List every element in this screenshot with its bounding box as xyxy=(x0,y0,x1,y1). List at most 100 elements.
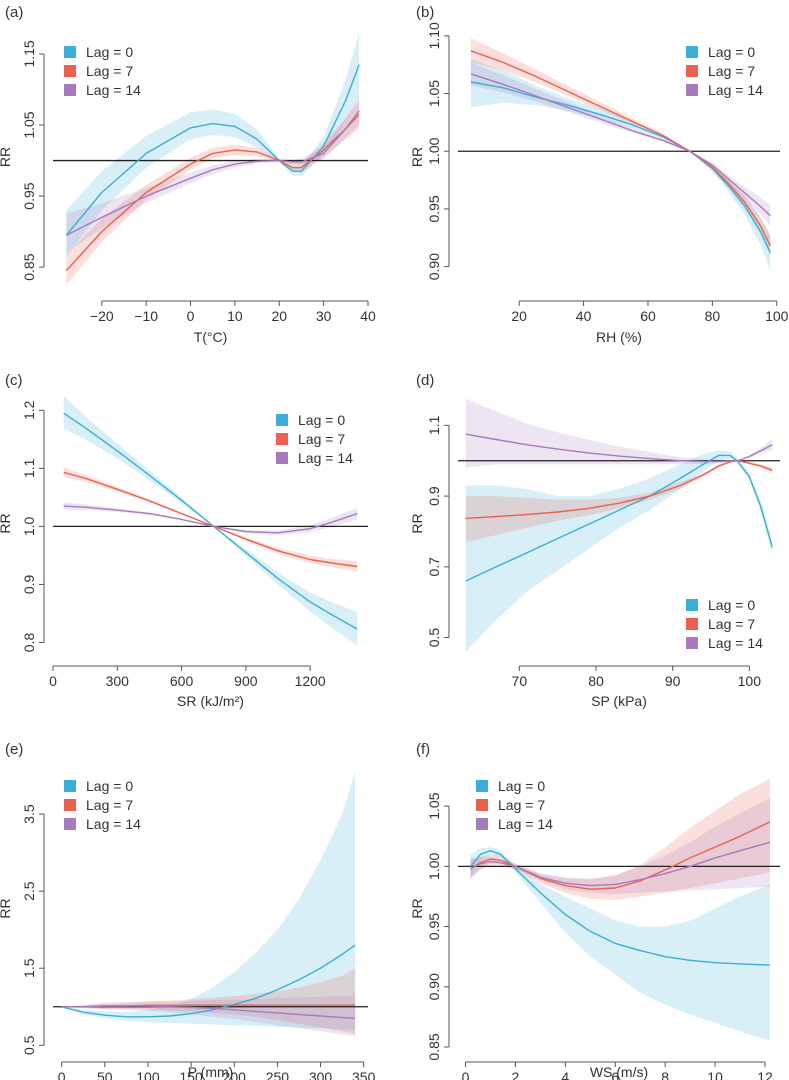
y-tick-label: 0.95 xyxy=(426,913,442,940)
legend-label: Lag = 14 xyxy=(708,635,763,651)
x-tick-label: 40 xyxy=(576,308,592,324)
ci-band-lag-0 xyxy=(465,450,773,652)
y-axis-title: RR xyxy=(409,898,425,918)
y-tick-label: 0.85 xyxy=(21,253,37,280)
y-tick-label: 0.7 xyxy=(426,557,442,577)
plot-area xyxy=(458,38,780,271)
legend-swatch xyxy=(276,433,288,445)
x-tick-label: 90 xyxy=(665,673,681,689)
legend-swatch xyxy=(686,46,698,58)
x-axis-title: T(°C) xyxy=(194,329,228,345)
series-line-lag-0 xyxy=(470,81,771,254)
series-line-lag-7 xyxy=(470,821,771,890)
y-tick-label: 1.05 xyxy=(426,792,442,819)
legend: Lag = 0 Lag = 7 Lag = 14 xyxy=(276,412,353,466)
x-axis-title: RH (%) xyxy=(596,329,642,345)
legend-label: Lag = 0 xyxy=(86,44,133,60)
x-axis-title: P (mm) xyxy=(188,1064,234,1080)
series-line-lag-7 xyxy=(63,471,358,568)
legend-swatch xyxy=(476,799,488,811)
series-line-lag-0 xyxy=(65,64,360,236)
ci-band-lag-14 xyxy=(470,62,771,227)
y-tick-label: 1.1 xyxy=(426,415,442,435)
legend: Lag = 0 Lag = 7 Lag = 14 xyxy=(686,597,763,651)
y-axis-title: RR xyxy=(409,147,425,167)
y-tick-label: 1.00 xyxy=(426,853,442,880)
legend-label: Lag = 14 xyxy=(708,82,763,98)
legend-swatch xyxy=(64,84,76,96)
legend-swatch xyxy=(686,84,698,96)
legend-label: Lag = 7 xyxy=(708,63,755,79)
ci-band-lag-7 xyxy=(465,460,773,543)
legend-swatch xyxy=(476,818,488,830)
x-tick-label: 40 xyxy=(360,308,376,324)
legend-label: Lag = 0 xyxy=(708,44,755,60)
panel-label: (d) xyxy=(416,372,434,389)
y-tick-label: 0.8 xyxy=(21,633,37,653)
x-tick-label: 0 xyxy=(49,673,57,689)
legend-label: Lag = 7 xyxy=(298,431,345,447)
legend-swatch xyxy=(686,637,698,649)
x-axis-title: SR (kJ/m²) xyxy=(177,693,244,709)
x-tick-label: 100 xyxy=(136,1069,160,1080)
panel-label: (e) xyxy=(5,741,23,758)
legend-label: Lag = 7 xyxy=(86,63,133,79)
legend: Lag = 0 Lag = 7 Lag = 14 xyxy=(64,778,141,832)
x-tick-label: 30 xyxy=(316,308,332,324)
y-tick-label: 1.05 xyxy=(21,111,37,138)
series-line-lag-14 xyxy=(470,73,771,217)
panel-label: (c) xyxy=(5,372,23,389)
x-tick-label: −10 xyxy=(134,308,158,324)
ci-band-lag-14 xyxy=(470,797,770,894)
y-tick-label: 0.5 xyxy=(426,628,442,648)
legend-swatch xyxy=(64,780,76,792)
panel-f: (f) 0.85 0.90 0.95 1.00 1.05 0 2 4 6 8 10 12 WS (m/s)… xyxy=(409,741,780,1080)
y-tick-label: 1.15 xyxy=(21,40,37,67)
series-line-lag-14 xyxy=(65,110,360,236)
legend-swatch xyxy=(476,780,488,792)
legend-label: Lag = 14 xyxy=(498,816,553,832)
panel-c: (c) 0.8 0.9 1.0 1.1 1.2 0 300 600 900 1200 SR (kJ/m… xyxy=(0,372,368,709)
x-tick-label: 0 xyxy=(58,1069,66,1080)
panel-d: (d) 0.5 0.7 0.9 1.1 70 80 90 100 SP (kPa) RR Lag = … xyxy=(409,372,780,709)
x-tick-label: 150 xyxy=(179,1069,203,1080)
legend-swatch xyxy=(686,65,698,77)
legend-label: Lag = 0 xyxy=(298,412,345,428)
ci-band-lag-0 xyxy=(470,847,770,1041)
y-tick-label: 3.5 xyxy=(21,804,37,824)
series-line-lag-14 xyxy=(465,433,773,463)
legend-label: Lag = 0 xyxy=(86,778,133,794)
ci-band-lag-7 xyxy=(61,968,356,1034)
legend: Lag = 0 Lag = 7 Lag = 14 xyxy=(64,44,141,98)
y-tick-label: 1.1 xyxy=(21,458,37,478)
plot-area xyxy=(53,32,368,285)
y-tick-label: 1.10 xyxy=(426,22,442,49)
y-tick-label: 0.95 xyxy=(426,195,442,222)
y-tick-label: 0.9 xyxy=(21,575,37,595)
x-tick-label: 900 xyxy=(234,673,258,689)
legend-label: Lag = 7 xyxy=(498,797,545,813)
series-line-lag-14 xyxy=(63,505,358,534)
plot-area xyxy=(458,778,780,1041)
series-line-lag-7 xyxy=(465,460,773,520)
plot-area xyxy=(53,395,368,646)
y-tick-label: 1.00 xyxy=(426,137,442,164)
y-tick-label: 0.85 xyxy=(426,1033,442,1060)
ci-band-lag-7 xyxy=(63,467,358,572)
series-line-lag-14 xyxy=(61,1005,356,1019)
legend-swatch xyxy=(64,799,76,811)
series-line-lag-14 xyxy=(470,841,771,887)
x-tick-label: 300 xyxy=(309,1069,333,1080)
x-tick-label: 100 xyxy=(738,673,762,689)
legend-label: Lag = 14 xyxy=(86,82,141,98)
legend-label: Lag = 14 xyxy=(298,450,353,466)
x-tick-label: 20 xyxy=(511,308,527,324)
x-tick-label: 6 xyxy=(611,1069,619,1080)
y-tick-label: 0.9 xyxy=(426,486,442,506)
legend-swatch xyxy=(64,65,76,77)
legend: Lag = 0 Lag = 7 Lag = 14 xyxy=(686,44,763,98)
x-axis-title: WS (m/s) xyxy=(590,1064,648,1080)
panel-label: (a) xyxy=(5,4,23,21)
legend-swatch xyxy=(64,46,76,58)
legend-swatch xyxy=(64,818,76,830)
